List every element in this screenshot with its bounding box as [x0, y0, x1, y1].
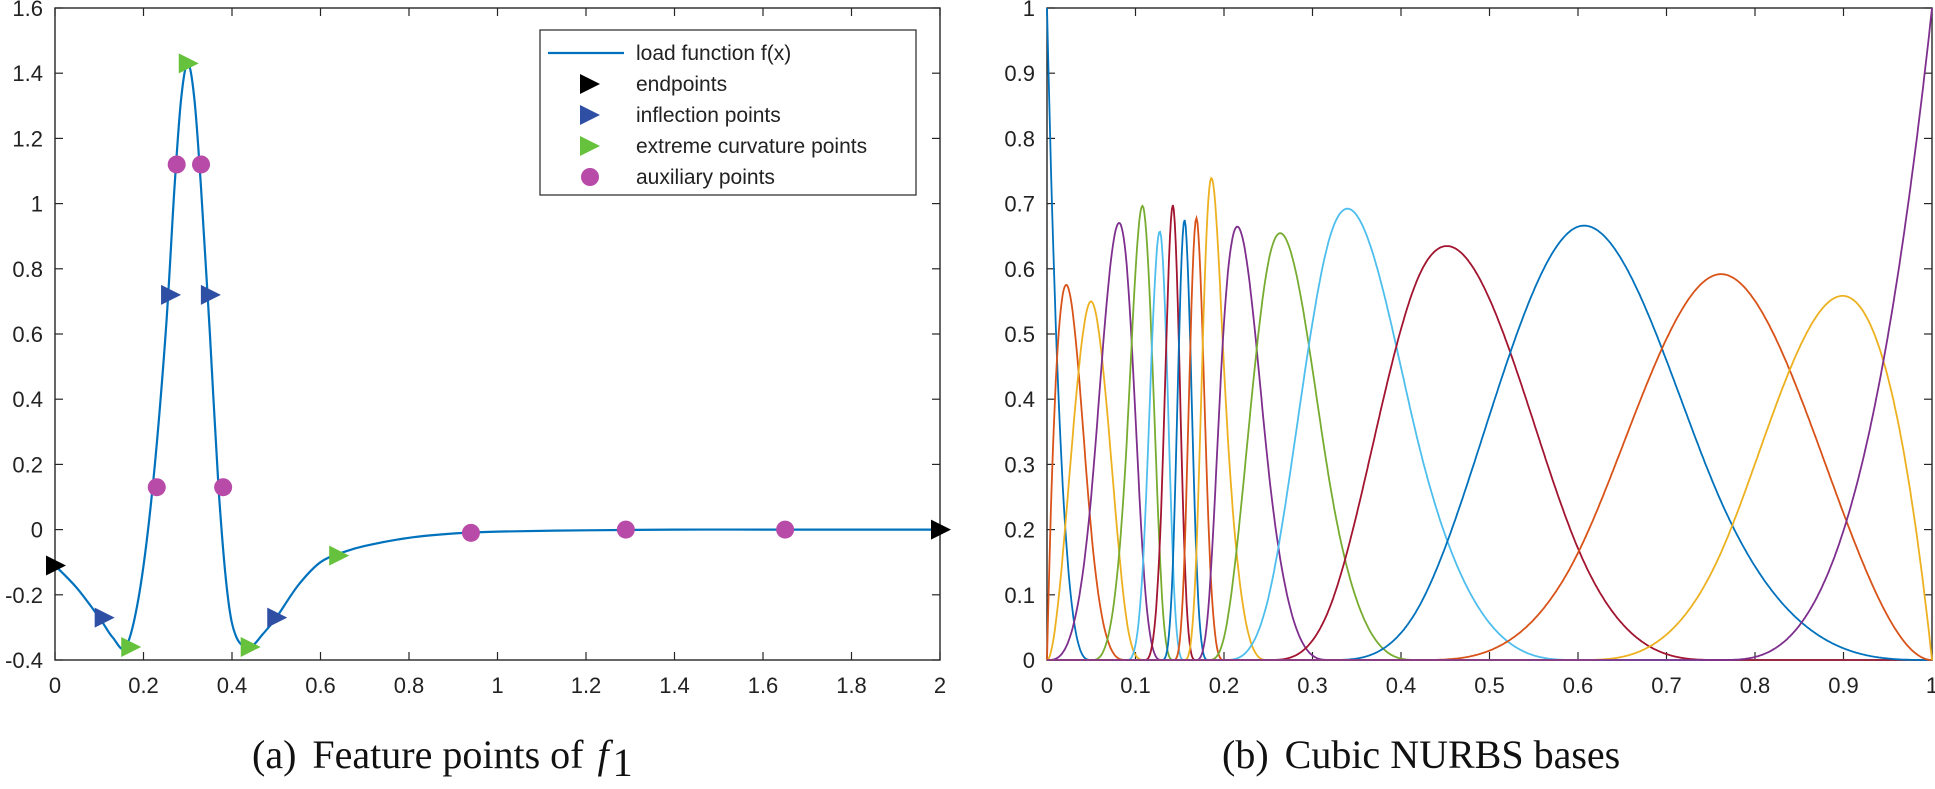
auxiliary-point-marker [461, 523, 480, 542]
panel-a-ytick-label: 0.6 [12, 322, 43, 347]
panel-b-ytick-label: 0.8 [1004, 126, 1035, 151]
panel-a-ytick-label: 1 [31, 192, 43, 217]
panel-b-xtick-label: 0.3 [1297, 673, 1328, 698]
panel-a-xtick-label: 1.6 [748, 673, 779, 698]
panel-a-xtick-label: 1.8 [836, 673, 867, 698]
nurbs-basis-curve [1047, 176, 1932, 661]
inflection-point-marker [267, 607, 288, 628]
legend-label-endpoints: endpoints [636, 73, 727, 96]
inflection-point-marker [200, 284, 221, 305]
panel-b-xtick-label: 0.6 [1563, 673, 1594, 698]
nurbs-basis-curve [1047, 204, 1932, 661]
legend-auxiliary-circle-icon [581, 168, 599, 186]
caption-a-text: Feature points of [312, 732, 584, 777]
panel-b-caption: (b) Cubic NURBS bases [1222, 732, 1620, 777]
extreme-curvature-marker [240, 636, 261, 657]
panel-a-ytick-label: -0.4 [5, 648, 43, 673]
panel-a-ytick-label: 1.6 [12, 0, 43, 21]
panel-b-ytick-label: 0.6 [1004, 257, 1035, 282]
nurbs-basis-curve [1047, 7, 1933, 661]
panel-a-ytick-label: 0.8 [12, 257, 43, 282]
panel-a-ytick-label: 1.4 [12, 61, 43, 86]
caption-a-math-subscript: 1 [613, 740, 633, 785]
panel-a-xtick-label: 0.2 [128, 673, 159, 698]
panel-a-xtick-label: 0 [49, 673, 61, 698]
panel-b-xtick-label: 0.8 [1740, 673, 1771, 698]
panel-b-xtick-label: 1 [1926, 673, 1935, 698]
extreme-curvature-marker [178, 53, 199, 74]
nurbs-basis-curve [1047, 207, 1932, 661]
legend-extreme-triangle-icon [580, 136, 600, 156]
panel-b-xtick-label: 0.1 [1120, 673, 1151, 698]
panel-a-xtick-label: 2 [934, 673, 946, 698]
panel-a-ytick-label: 0.4 [12, 387, 43, 412]
panel-b-ytick-label: 0.7 [1004, 192, 1035, 217]
load-function-curve [54, 62, 940, 651]
legend-endpoint-triangle-icon [580, 74, 600, 94]
panel-b-ytick-label: 1 [1023, 0, 1035, 21]
panel-b-plot-area [1046, 7, 1933, 661]
panel-a-ticks: 0 0.2 0.4 0.6 0.8 1 1.2 1.4 1.6 1.8 2 -0.4 -0.2 0 0.2 0… [5, 0, 946, 698]
auxiliary-point-marker [147, 478, 166, 497]
nurbs-basis-curve [1047, 219, 1932, 661]
extreme-curvature-marker [121, 636, 142, 657]
extreme-curvature-marker [329, 545, 350, 566]
legend-inflection-triangle-icon [580, 105, 600, 125]
endpoint-marker [46, 555, 66, 576]
panel-b-ytick-label: 0.5 [1004, 322, 1035, 347]
panel-a-ytick-label: 0.2 [12, 452, 43, 477]
panel-a-xtick-label: 1.2 [571, 673, 602, 698]
panel-b-nurbs-bases: 0 0.1 0.2 0.3 0.4 0.5 0.6 0.7 0.8 0.9 1 0 0.1 0.2 0.3 0… [1004, 0, 1935, 777]
auxiliary-point-marker [776, 520, 795, 539]
panel-a-xtick-label: 1.4 [659, 673, 690, 698]
panel-a-ytick-label: -0.2 [5, 583, 43, 608]
caption-a-label: (a) [252, 732, 296, 777]
nurbs-basis-curve [1047, 204, 1932, 661]
inflection-point-marker [94, 607, 115, 628]
auxiliary-point-marker [616, 520, 635, 539]
panel-a-caption: (a) Feature points of f 1 [252, 732, 633, 785]
panel-b-ytick-label: 0.3 [1004, 452, 1035, 477]
panel-b-xtick-label: 0 [1041, 673, 1053, 698]
panel-b-ytick-label: 0.4 [1004, 387, 1035, 412]
panel-a-xtick-label: 0.4 [217, 673, 248, 698]
panel-b-ytick-label: 0.1 [1004, 583, 1035, 608]
panel-b-ytick-label: 0.2 [1004, 518, 1035, 543]
panel-a-ytick-label: 1.2 [12, 126, 43, 151]
panel-a-feature-points: 0 0.2 0.4 0.6 0.8 1 1.2 1.4 1.6 1.8 2 -0.4 -0.2 0 0.2 0… [5, 0, 951, 785]
panel-b-xtick-label: 0.7 [1651, 673, 1682, 698]
panel-a-ytick-label: 0 [31, 518, 43, 543]
panel-a-plot-area [46, 53, 951, 657]
legend-label-auxiliary-points: auxiliary points [636, 166, 775, 189]
panel-a-xtick-label: 0.6 [305, 673, 336, 698]
panel-b-xtick-label: 0.9 [1828, 673, 1859, 698]
inflection-point-marker [161, 284, 182, 305]
panel-b-xtick-label: 0.4 [1386, 673, 1417, 698]
caption-b-label: (b) [1222, 732, 1269, 777]
endpoint-marker [931, 519, 951, 540]
auxiliary-point-marker [214, 478, 233, 497]
panel-b-ytick-label: 0.9 [1004, 61, 1035, 86]
panel-a-legend: load function f(x) endpoints inflection … [539, 29, 917, 196]
auxiliary-point-marker [192, 155, 211, 174]
legend-label-inflection-points: inflection points [636, 104, 781, 127]
panel-b-xtick-label: 0.5 [1474, 673, 1505, 698]
panel-b-ticks: 0 0.1 0.2 0.3 0.4 0.5 0.6 0.7 0.8 0.9 1 0 0.1 0.2 0.3 0… [1004, 0, 1935, 698]
panel-b-ytick-label: 0 [1023, 648, 1035, 673]
caption-a-math-symbol: f [597, 732, 613, 777]
legend-box [539, 29, 917, 196]
auxiliary-point-marker [167, 155, 186, 174]
panel-a-xtick-label: 0.8 [394, 673, 425, 698]
panel-b-xtick-label: 0.2 [1209, 673, 1240, 698]
legend-label-load-function: load function f(x) [636, 42, 791, 65]
panel-a-xtick-label: 1 [491, 673, 503, 698]
legend-label-extreme-curvature-points: extreme curvature points [636, 135, 867, 158]
caption-b-text: Cubic NURBS bases [1285, 732, 1621, 777]
